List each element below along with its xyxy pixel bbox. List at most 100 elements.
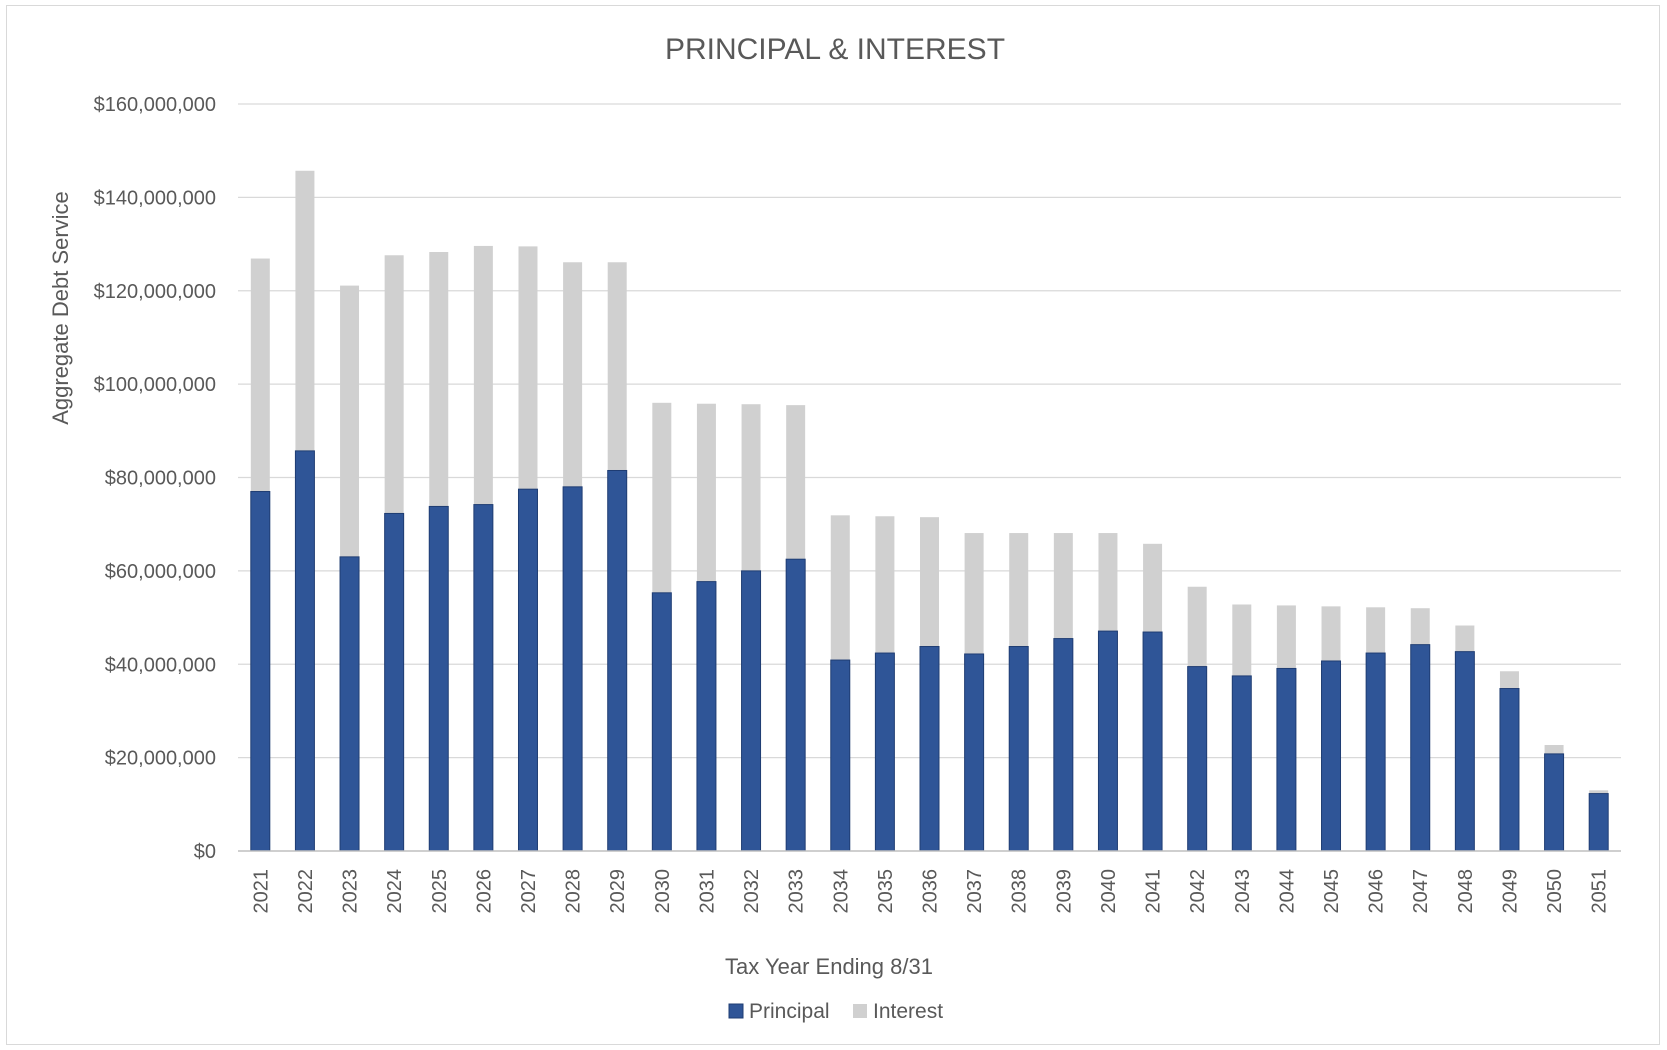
bar-interest-2050 (1544, 745, 1564, 754)
legend-label-interest: Interest (873, 1000, 943, 1023)
bar-interest-2023 (340, 285, 360, 557)
bar-interest-2051 (1589, 790, 1609, 794)
bar-principal-2034 (830, 659, 851, 852)
bar-principal-2047 (1410, 644, 1431, 852)
bar-interest-2037 (964, 533, 984, 654)
bar-interest-2033 (786, 405, 806, 560)
bar-principal-2046 (1365, 652, 1386, 852)
bar-interest-2028 (563, 262, 583, 487)
bar-principal-2041 (1142, 631, 1163, 852)
bar-principal-2033 (785, 558, 806, 852)
y-tick-label: $80,000,000 (105, 468, 216, 490)
bar-interest-2032 (741, 404, 761, 571)
bar-interest-2042 (1187, 586, 1207, 667)
bar-interest-2041 (1143, 543, 1163, 633)
bar-principal-2043 (1231, 675, 1252, 852)
y-tick-label: $100,000,000 (94, 374, 216, 396)
bar-interest-2040 (1098, 533, 1118, 632)
bar-interest-2046 (1366, 607, 1386, 654)
bar-interest-2027 (518, 246, 538, 490)
x-tick-label: 2050 (1544, 869, 1566, 914)
bar-principal-2024 (384, 512, 405, 852)
bar-interest-2045 (1321, 606, 1341, 661)
bar-interest-2043 (1232, 604, 1252, 676)
x-tick-label: 2037 (964, 869, 986, 914)
bar-interest-2036 (920, 517, 939, 647)
x-tick-label: 2040 (1098, 869, 1120, 914)
bar-interest-2024 (384, 255, 404, 514)
bar-principal-2049 (1499, 688, 1520, 852)
bars (250, 170, 1609, 852)
x-tick-label: 2036 (920, 869, 942, 914)
x-tick-label: 2049 (1499, 869, 1521, 914)
bar-principal-2035 (874, 652, 895, 852)
x-tick-label: 2033 (786, 869, 808, 914)
x-tick-label: 2038 (1009, 869, 1031, 914)
x-tick-label: 2041 (1143, 869, 1165, 914)
bar-principal-2025 (428, 505, 449, 852)
x-tick-label: 2025 (429, 869, 451, 914)
x-tick-label: 2023 (340, 869, 362, 914)
bar-interest-2049 (1499, 671, 1519, 689)
bar-interest-2025 (429, 251, 449, 507)
bar-principal-2045 (1321, 660, 1342, 852)
bar-principal-2050 (1544, 753, 1565, 852)
x-tick-label: 2028 (563, 869, 585, 914)
x-tick-label: 2029 (607, 869, 629, 914)
x-tick-label: 2045 (1321, 869, 1343, 914)
x-tick-label: 2026 (473, 869, 495, 914)
bar-principal-2021 (250, 491, 271, 852)
bar-interest-2044 (1276, 605, 1296, 669)
legend: Principal Interest (728, 1000, 943, 1023)
bar-principal-2051 (1588, 793, 1609, 852)
bar-principal-2048 (1454, 651, 1475, 852)
bar-interest-2047 (1410, 608, 1430, 645)
bar-interest-2048 (1455, 625, 1475, 652)
bar-principal-2036 (919, 646, 940, 852)
x-tick-label: 2039 (1053, 869, 1075, 914)
x-tick-label: 2042 (1187, 869, 1209, 914)
bar-principal-2044 (1276, 667, 1297, 852)
x-tick-label: 2027 (518, 869, 540, 914)
x-tick-label: 2044 (1276, 869, 1298, 914)
y-tick-label: $0 (194, 841, 216, 863)
bar-principal-2042 (1187, 666, 1208, 852)
bar-interest-2022 (295, 170, 315, 451)
x-tick-label: 2051 (1589, 869, 1611, 914)
chart-svg: PRINCIPAL & INTEREST $0 $20,000,000 $40,00… (48, 33, 1621, 1023)
bar-principal-2022 (294, 450, 315, 852)
chart-frame: PRINCIPAL & INTEREST $0 $20,000,000 $40,00… (6, 5, 1660, 1045)
x-tick-label: 2043 (1232, 869, 1254, 914)
x-tick-label: 2034 (830, 869, 852, 914)
bar-interest-2039 (1053, 533, 1073, 639)
y-tick-label: $120,000,000 (94, 281, 216, 303)
legend-swatch-interest (853, 1004, 867, 1018)
bar-interest-2031 (696, 403, 716, 582)
bar-principal-2027 (517, 488, 538, 852)
x-axis-ticks: 2021 2022 2023 2024 2025 2026 2027 2028 2029 2030… (250, 869, 1610, 914)
bar-interest-2038 (1009, 533, 1029, 647)
bar-interest-2034 (830, 515, 850, 661)
bar-interest-2030 (652, 402, 672, 593)
x-tick-label: 2047 (1410, 869, 1432, 914)
x-tick-label: 2031 (696, 869, 718, 914)
bar-interest-2029 (607, 262, 627, 471)
bar-interest-2026 (473, 245, 493, 505)
bar-principal-2023 (339, 556, 360, 852)
bar-principal-2039 (1053, 638, 1074, 852)
y-axis-ticks: $0 $20,000,000 $40,000,000 $60,000,000 $80,0… (94, 94, 216, 863)
x-tick-label: 2022 (295, 869, 317, 914)
bar-principal-2032 (741, 570, 762, 852)
bar-principal-2040 (1097, 630, 1118, 852)
chart-title: PRINCIPAL & INTEREST (665, 33, 1005, 66)
x-tick-label: 2032 (741, 869, 763, 914)
bar-principal-2037 (964, 653, 985, 852)
x-axis-title: Tax Year Ending 8/31 (725, 954, 933, 979)
x-tick-label: 2048 (1455, 869, 1477, 914)
y-tick-label: $20,000,000 (105, 748, 216, 770)
y-tick-label: $140,000,000 (94, 187, 216, 209)
y-tick-label: $40,000,000 (105, 654, 216, 676)
bar-principal-2028 (562, 486, 583, 852)
legend-label-principal: Principal (749, 1000, 830, 1023)
x-tick-label: 2024 (384, 869, 406, 914)
